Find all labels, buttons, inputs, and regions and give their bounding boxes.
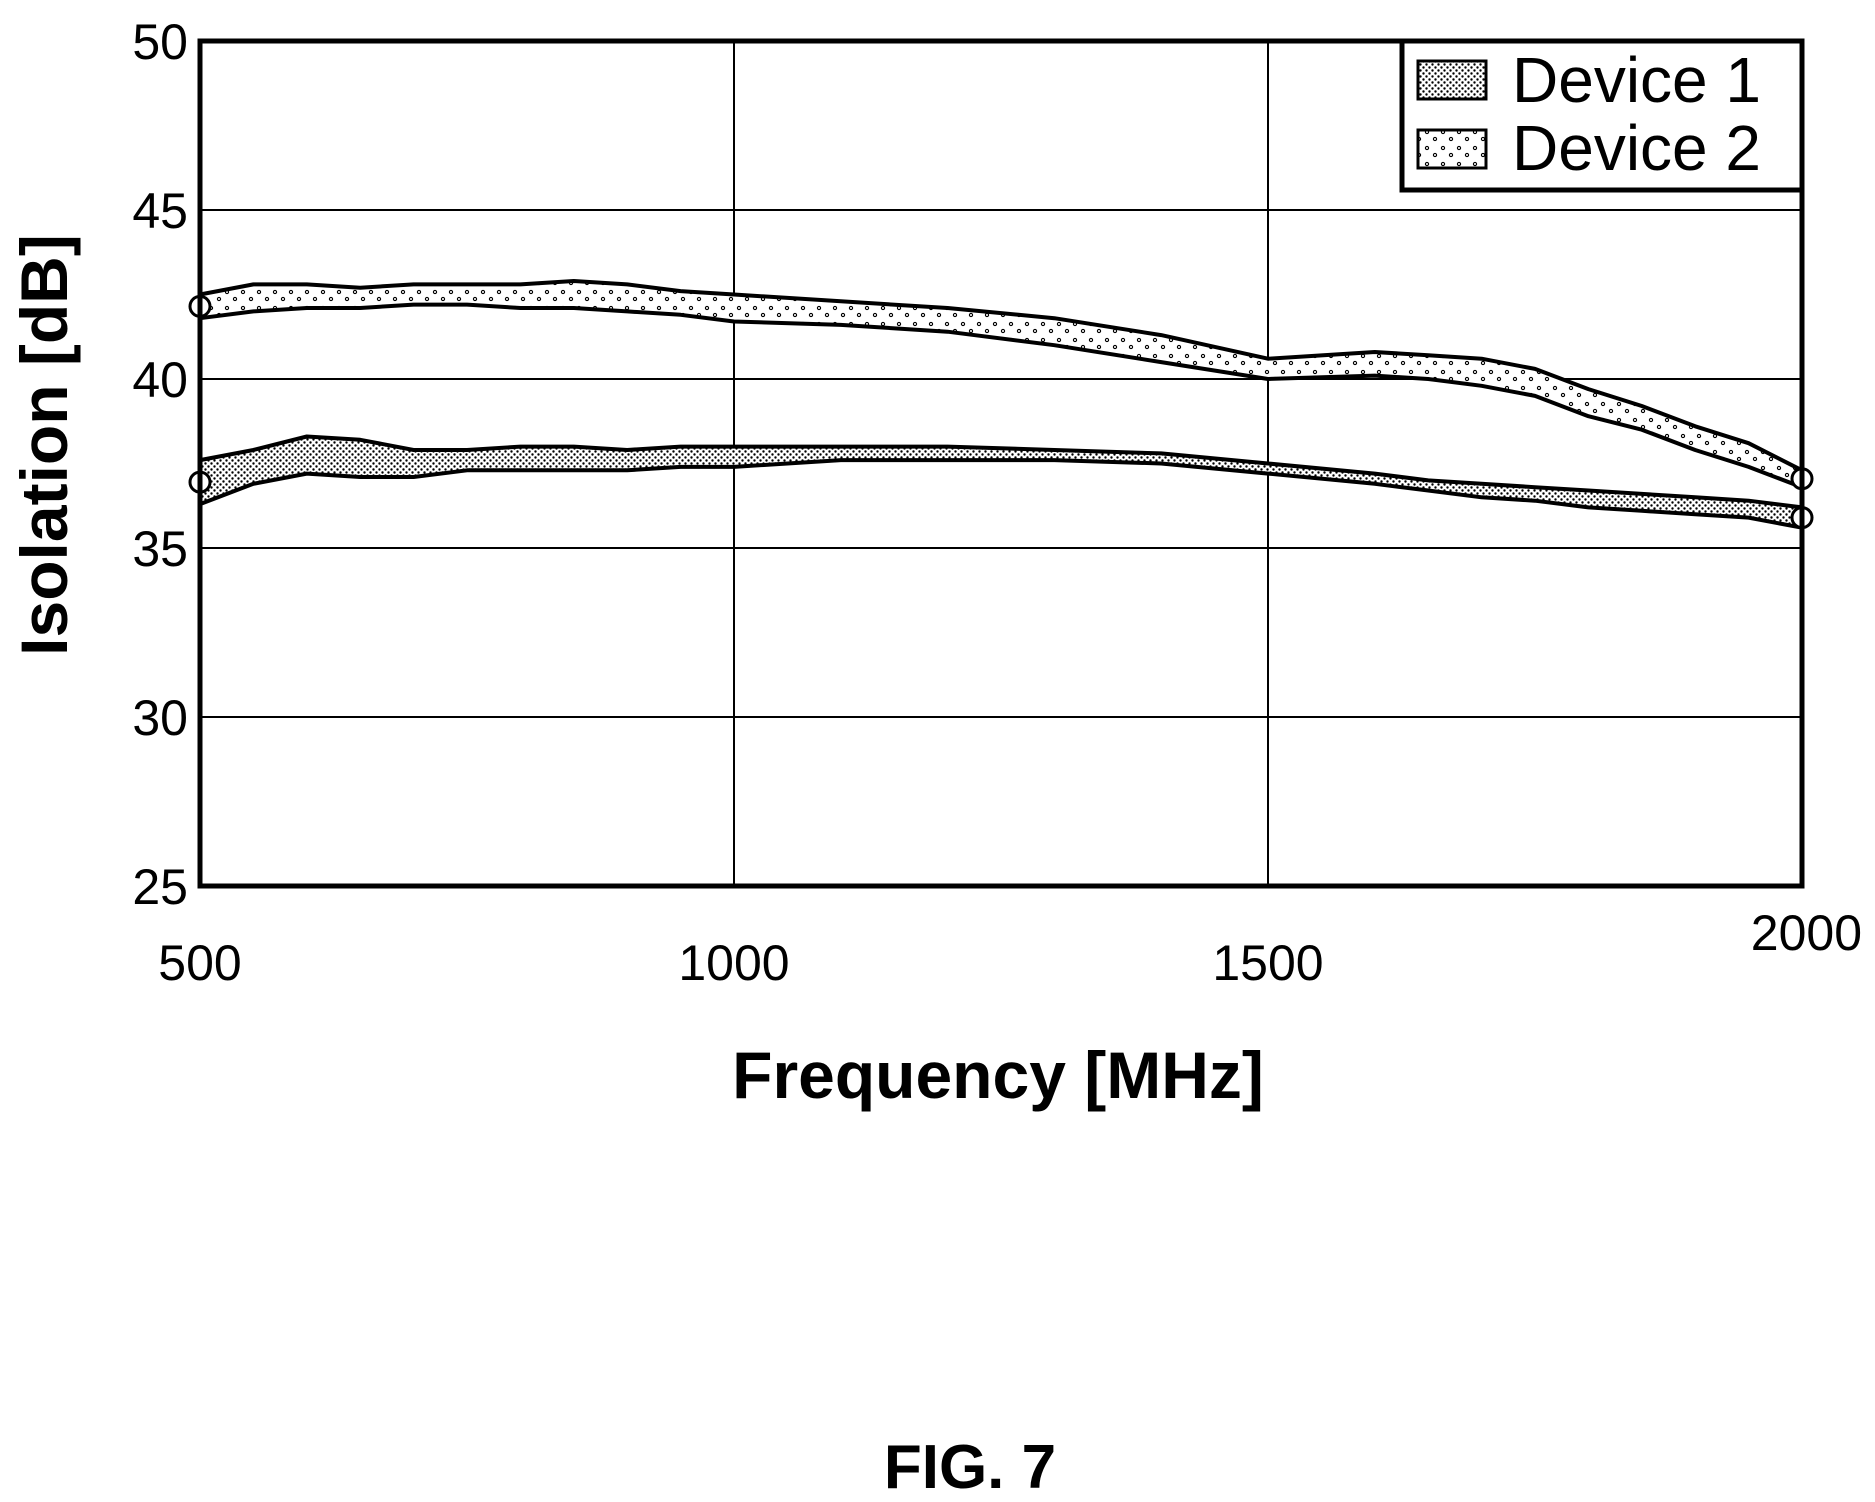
x-tick-label-2000: 2000	[1751, 905, 1862, 961]
x-tick-label-1500: 1500	[1212, 935, 1323, 991]
series-bands	[188, 279, 1814, 530]
y-tick-label-40: 40	[132, 352, 188, 408]
y-tick-labels: 25 30 35 40 45 50	[132, 14, 188, 915]
grid-lines	[200, 41, 1802, 886]
y-tick-label-45: 45	[132, 183, 188, 239]
y-axis-label: Isolation [dB]	[7, 234, 81, 656]
figure-caption: FIG. 7	[884, 1433, 1056, 1502]
y-tick-label-25: 25	[132, 859, 188, 915]
x-tick-label-1000: 1000	[678, 935, 789, 991]
legend: Device 1 Device 2	[1399, 38, 1805, 193]
y-tick-label-35: 35	[132, 521, 188, 577]
series-band-device-1	[198, 434, 1804, 530]
plot-frame	[197, 38, 1805, 889]
x-axis-label: Frequency [MHz]	[732, 1038, 1264, 1112]
legend-swatch-device-2	[1416, 128, 1488, 170]
y-tick-label-50: 50	[132, 14, 188, 70]
x-tick-labels: 500 1000 1500 2000	[158, 905, 1862, 991]
legend-label-device-1: Device 1	[1512, 44, 1761, 116]
legend-swatch-device-1	[1416, 59, 1488, 101]
x-tick-label-500: 500	[158, 935, 241, 991]
y-tick-label-30: 30	[132, 690, 188, 746]
legend-label-device-2: Device 2	[1512, 112, 1761, 184]
